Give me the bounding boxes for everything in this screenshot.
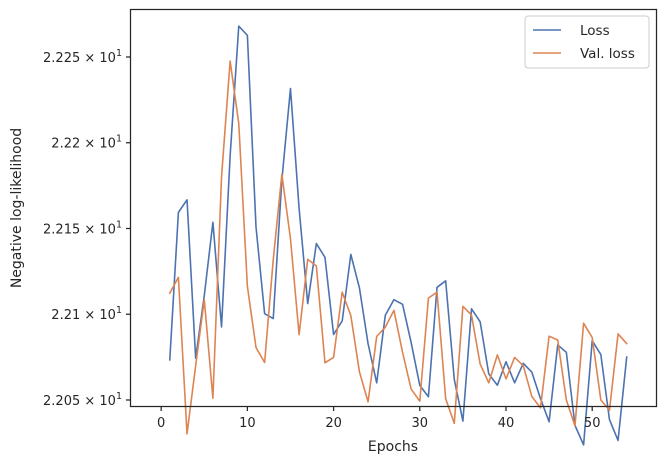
y-axis-label: Negative log-likelihood [9,128,25,288]
y-axis: 2.205 × 101 2.21 × 101 2.215 × 101 2.22 × 1… [43,48,131,409]
x-tick-label: 10 [239,416,256,431]
series-line-1 [168,60,628,435]
series-line-0 [168,25,628,446]
x-tick-label: 0 [157,416,165,431]
y-tick-label: 2.205 × 101 [43,391,122,409]
series-lines [168,25,628,446]
x-axis: 0 10 20 30 40 50 [157,406,600,431]
y-tick-label: 2.22 × 101 [51,134,122,152]
x-tick-label: 20 [325,416,342,431]
x-axis-label: Epochs [368,439,418,455]
plot-frame [129,8,658,408]
x-tick-label: 30 [412,416,429,431]
x-tick-label: 50 [584,416,601,431]
y-tick-label: 2.225 × 101 [43,48,122,66]
y-tick-label: 2.215 × 101 [43,219,122,237]
x-tick-label: 40 [498,416,515,431]
legend: Loss Val. loss [524,15,650,69]
legend-label-val-loss: Val. loss [580,46,635,62]
y-tick-label: 2.21 × 101 [51,305,122,323]
legend-label-loss: Loss [580,23,610,39]
legend-box [524,15,650,69]
